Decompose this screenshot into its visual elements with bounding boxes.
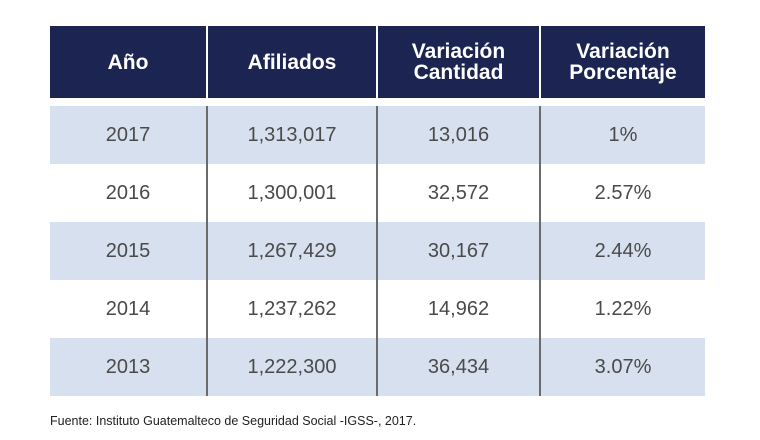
cell-variacion-porcentaje: 1.22% [541, 280, 705, 338]
cell-variacion-cantidad: 36,434 [378, 338, 541, 396]
cell-afiliados: 1,237,262 [208, 280, 378, 338]
cell-afiliados: 1,300,001 [208, 164, 378, 222]
cell-variacion-cantidad: 13,016 [378, 106, 541, 164]
header-gap [50, 98, 705, 106]
cell-variacion-porcentaje: 2.44% [541, 222, 705, 280]
header-row: Año Afiliados Variación Cantidad Variaci… [50, 26, 705, 98]
affiliates-table: Año Afiliados Variación Cantidad Variaci… [50, 26, 705, 396]
cell-variacion-cantidad: 30,167 [378, 222, 541, 280]
cell-variacion-cantidad: 32,572 [378, 164, 541, 222]
header-variacion-cantidad-line1: Variación [411, 40, 506, 63]
table-header: Año Afiliados Variación Cantidad Variaci… [50, 26, 705, 98]
header-year: Año [50, 26, 208, 98]
header-variacion-cantidad: Variación Cantidad [378, 26, 541, 98]
cell-variacion-porcentaje: 1% [541, 106, 705, 164]
header-variacion-porcentaje: Variación Porcentaje [541, 26, 705, 98]
table-row: 2015 1,267,429 30,167 2.44% [50, 222, 705, 280]
header-variacion-porcentaje-line1: Variación [576, 40, 670, 63]
cell-year: 2015 [50, 222, 208, 280]
table-row: 2016 1,300,001 32,572 2.57% [50, 164, 705, 222]
cell-year: 2014 [50, 280, 208, 338]
data-table-container: Año Afiliados Variación Cantidad Variaci… [50, 26, 705, 396]
header-variacion-cantidad-line2: Cantidad [413, 61, 504, 84]
cell-variacion-porcentaje: 3.07% [541, 338, 705, 396]
header-year-label: Año [107, 50, 149, 74]
cell-afiliados: 1,222,300 [208, 338, 378, 396]
cell-variacion-porcentaje: 2.57% [541, 164, 705, 222]
table-row: 2014 1,237,262 14,962 1.22% [50, 280, 705, 338]
table-row: 2013 1,222,300 36,434 3.07% [50, 338, 705, 396]
table-row: 2017 1,313,017 13,016 1% [50, 106, 705, 164]
cell-variacion-cantidad: 14,962 [378, 280, 541, 338]
header-variacion-porcentaje-line2: Porcentaje [569, 61, 677, 84]
header-afiliados-label: Afiliados [247, 50, 337, 74]
header-afiliados: Afiliados [208, 26, 378, 98]
cell-afiliados: 1,313,017 [208, 106, 378, 164]
table-body: 2017 1,313,017 13,016 1% 2016 1,300,001 … [50, 106, 705, 396]
cell-year: 2016 [50, 164, 208, 222]
source-footnote: Fuente: Instituto Guatemalteco de Seguri… [50, 414, 417, 428]
cell-afiliados: 1,267,429 [208, 222, 378, 280]
cell-year: 2017 [50, 106, 208, 164]
cell-year: 2013 [50, 338, 208, 396]
